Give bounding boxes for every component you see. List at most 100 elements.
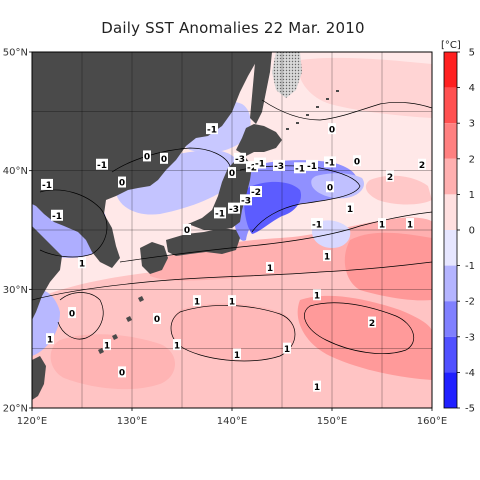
lon-tick-label: 160°E <box>417 416 447 427</box>
contour-label: 1 <box>267 264 273 274</box>
contour-line-minus1-oyashio <box>239 165 361 233</box>
contour-label-box <box>328 123 336 135</box>
colorbar-unit-label: [°C] <box>441 40 461 51</box>
lat-tick-label: 40°N <box>3 166 28 177</box>
contour-label-box <box>386 170 394 182</box>
contour-label-box <box>214 207 226 219</box>
contour-label: -1 <box>255 160 265 170</box>
contour-label-box <box>368 316 376 328</box>
figure-title: Daily SST Anomalies 22 Mar. 2010 <box>101 19 365 37</box>
contour-label: 1 <box>174 341 180 351</box>
contour-label: -1 <box>97 161 107 171</box>
contour-line-0-japan-sea <box>111 147 231 173</box>
contour-label: -1 <box>42 181 52 191</box>
contour-value-labels: -10-1-1 0-1-3-2-1 -3 -1 -1 -1 0000-2-3-3-10221… <box>41 123 426 393</box>
contour-label-box <box>193 295 201 307</box>
colorbar-tick-label: -1 <box>465 261 475 272</box>
latitude-axis: 20°N 30°N 40°N 50°N <box>3 48 32 415</box>
contour-label-box <box>234 152 246 164</box>
contour-label-box <box>51 209 63 221</box>
contour-label: 2 <box>387 173 393 183</box>
contour-label: 0 <box>327 183 333 193</box>
contour-label: 1 <box>314 291 320 301</box>
lat-tick-label: 30°N <box>3 285 28 296</box>
colorbar-blocks <box>444 52 457 408</box>
colorbar-block <box>444 87 457 124</box>
contour-label: 1 <box>314 383 320 393</box>
colorbar-tick-label: -2 <box>465 297 475 308</box>
contour-label-box <box>228 167 236 179</box>
lon-tick-label: 120°E <box>17 416 47 427</box>
contour-label-box <box>313 380 321 392</box>
land-hokkaido <box>236 124 282 156</box>
contour-label: 0 <box>184 226 190 236</box>
contour-label: -3 <box>229 205 239 215</box>
colorbar-block <box>444 372 457 408</box>
lat-tick-label: 50°N <box>3 48 28 59</box>
contour-label-box <box>311 218 323 230</box>
contour-label: 1 <box>324 252 330 262</box>
contour-label: 0 <box>161 155 167 165</box>
contour-label: -1 <box>295 164 305 174</box>
contour-label-box <box>250 186 262 198</box>
contour-label-box <box>306 159 318 171</box>
contour-label-box <box>283 342 291 354</box>
land-kyushu <box>140 242 168 274</box>
contour-label: -1 <box>52 212 62 222</box>
contour-label: 0 <box>329 125 335 135</box>
contour-label: 1 <box>379 220 385 230</box>
contour-label: 0 <box>144 153 150 163</box>
contour-label: 1 <box>79 259 85 269</box>
colorbar-tick-label: 3 <box>469 119 475 130</box>
colorbar-tick-label: 1 <box>469 190 475 201</box>
colorbar-tick-label: 0 <box>469 226 475 237</box>
contour-label-box <box>41 178 53 190</box>
contour-label-box <box>228 295 236 307</box>
contour-label-box <box>254 157 266 169</box>
colorbar-tick-labels: 5 4 3 2 1 0 -1 -2 -3 -4 -5 <box>457 48 475 415</box>
contour-label: -2 <box>247 163 257 173</box>
colorbar-block <box>444 123 457 159</box>
contour-line-0-kuroshio <box>119 211 432 263</box>
warm-region-central <box>171 303 295 361</box>
contour-label-box <box>266 261 274 273</box>
colorbar-block <box>444 301 457 337</box>
contour-label-box <box>96 158 108 170</box>
contour-label-box <box>118 366 126 378</box>
contour-label: 1 <box>284 345 290 355</box>
longitude-axis: 120°E 130°E 140°E 150°E 160°E <box>17 408 447 427</box>
cold-region-east-china-coast <box>32 289 60 356</box>
contour-label: 2 <box>369 319 375 329</box>
contour-label: 1 <box>194 297 200 307</box>
contour-label: 0 <box>119 179 125 189</box>
colorbar-tick-label: 5 <box>469 48 475 59</box>
contour-label-box <box>323 250 331 262</box>
contour-label: 1 <box>47 335 53 345</box>
grid-lines <box>32 52 432 408</box>
contour-label: -1 <box>215 210 225 220</box>
contour-line-0-east-china-sea <box>57 292 104 340</box>
land-taiwan <box>32 356 46 400</box>
contour-label-box <box>118 176 126 188</box>
contour-label-box <box>353 155 361 167</box>
lon-tick-label: 140°E <box>217 416 247 427</box>
contour-label: 2 <box>419 161 425 171</box>
kuril-islands <box>286 90 339 130</box>
contour-label: 0 <box>354 157 360 167</box>
contour-label-box <box>46 333 54 345</box>
colorbar-block <box>444 265 457 302</box>
colorbar-tick-label: 4 <box>469 83 475 94</box>
contour-label-box <box>313 289 321 301</box>
contour-label-box <box>68 307 76 319</box>
contour-label-box <box>153 313 161 324</box>
colorbar-block <box>444 158 457 195</box>
contour-label-box <box>173 339 181 351</box>
contour-label-box <box>78 257 86 269</box>
contour-label: 0 <box>229 169 235 179</box>
lon-tick-label: 130°E <box>117 416 147 427</box>
colorbar-tick-label: 2 <box>469 154 475 165</box>
colorbar-block <box>444 194 457 230</box>
contour-label: -1 <box>312 220 322 230</box>
contour-label-box <box>143 150 151 162</box>
